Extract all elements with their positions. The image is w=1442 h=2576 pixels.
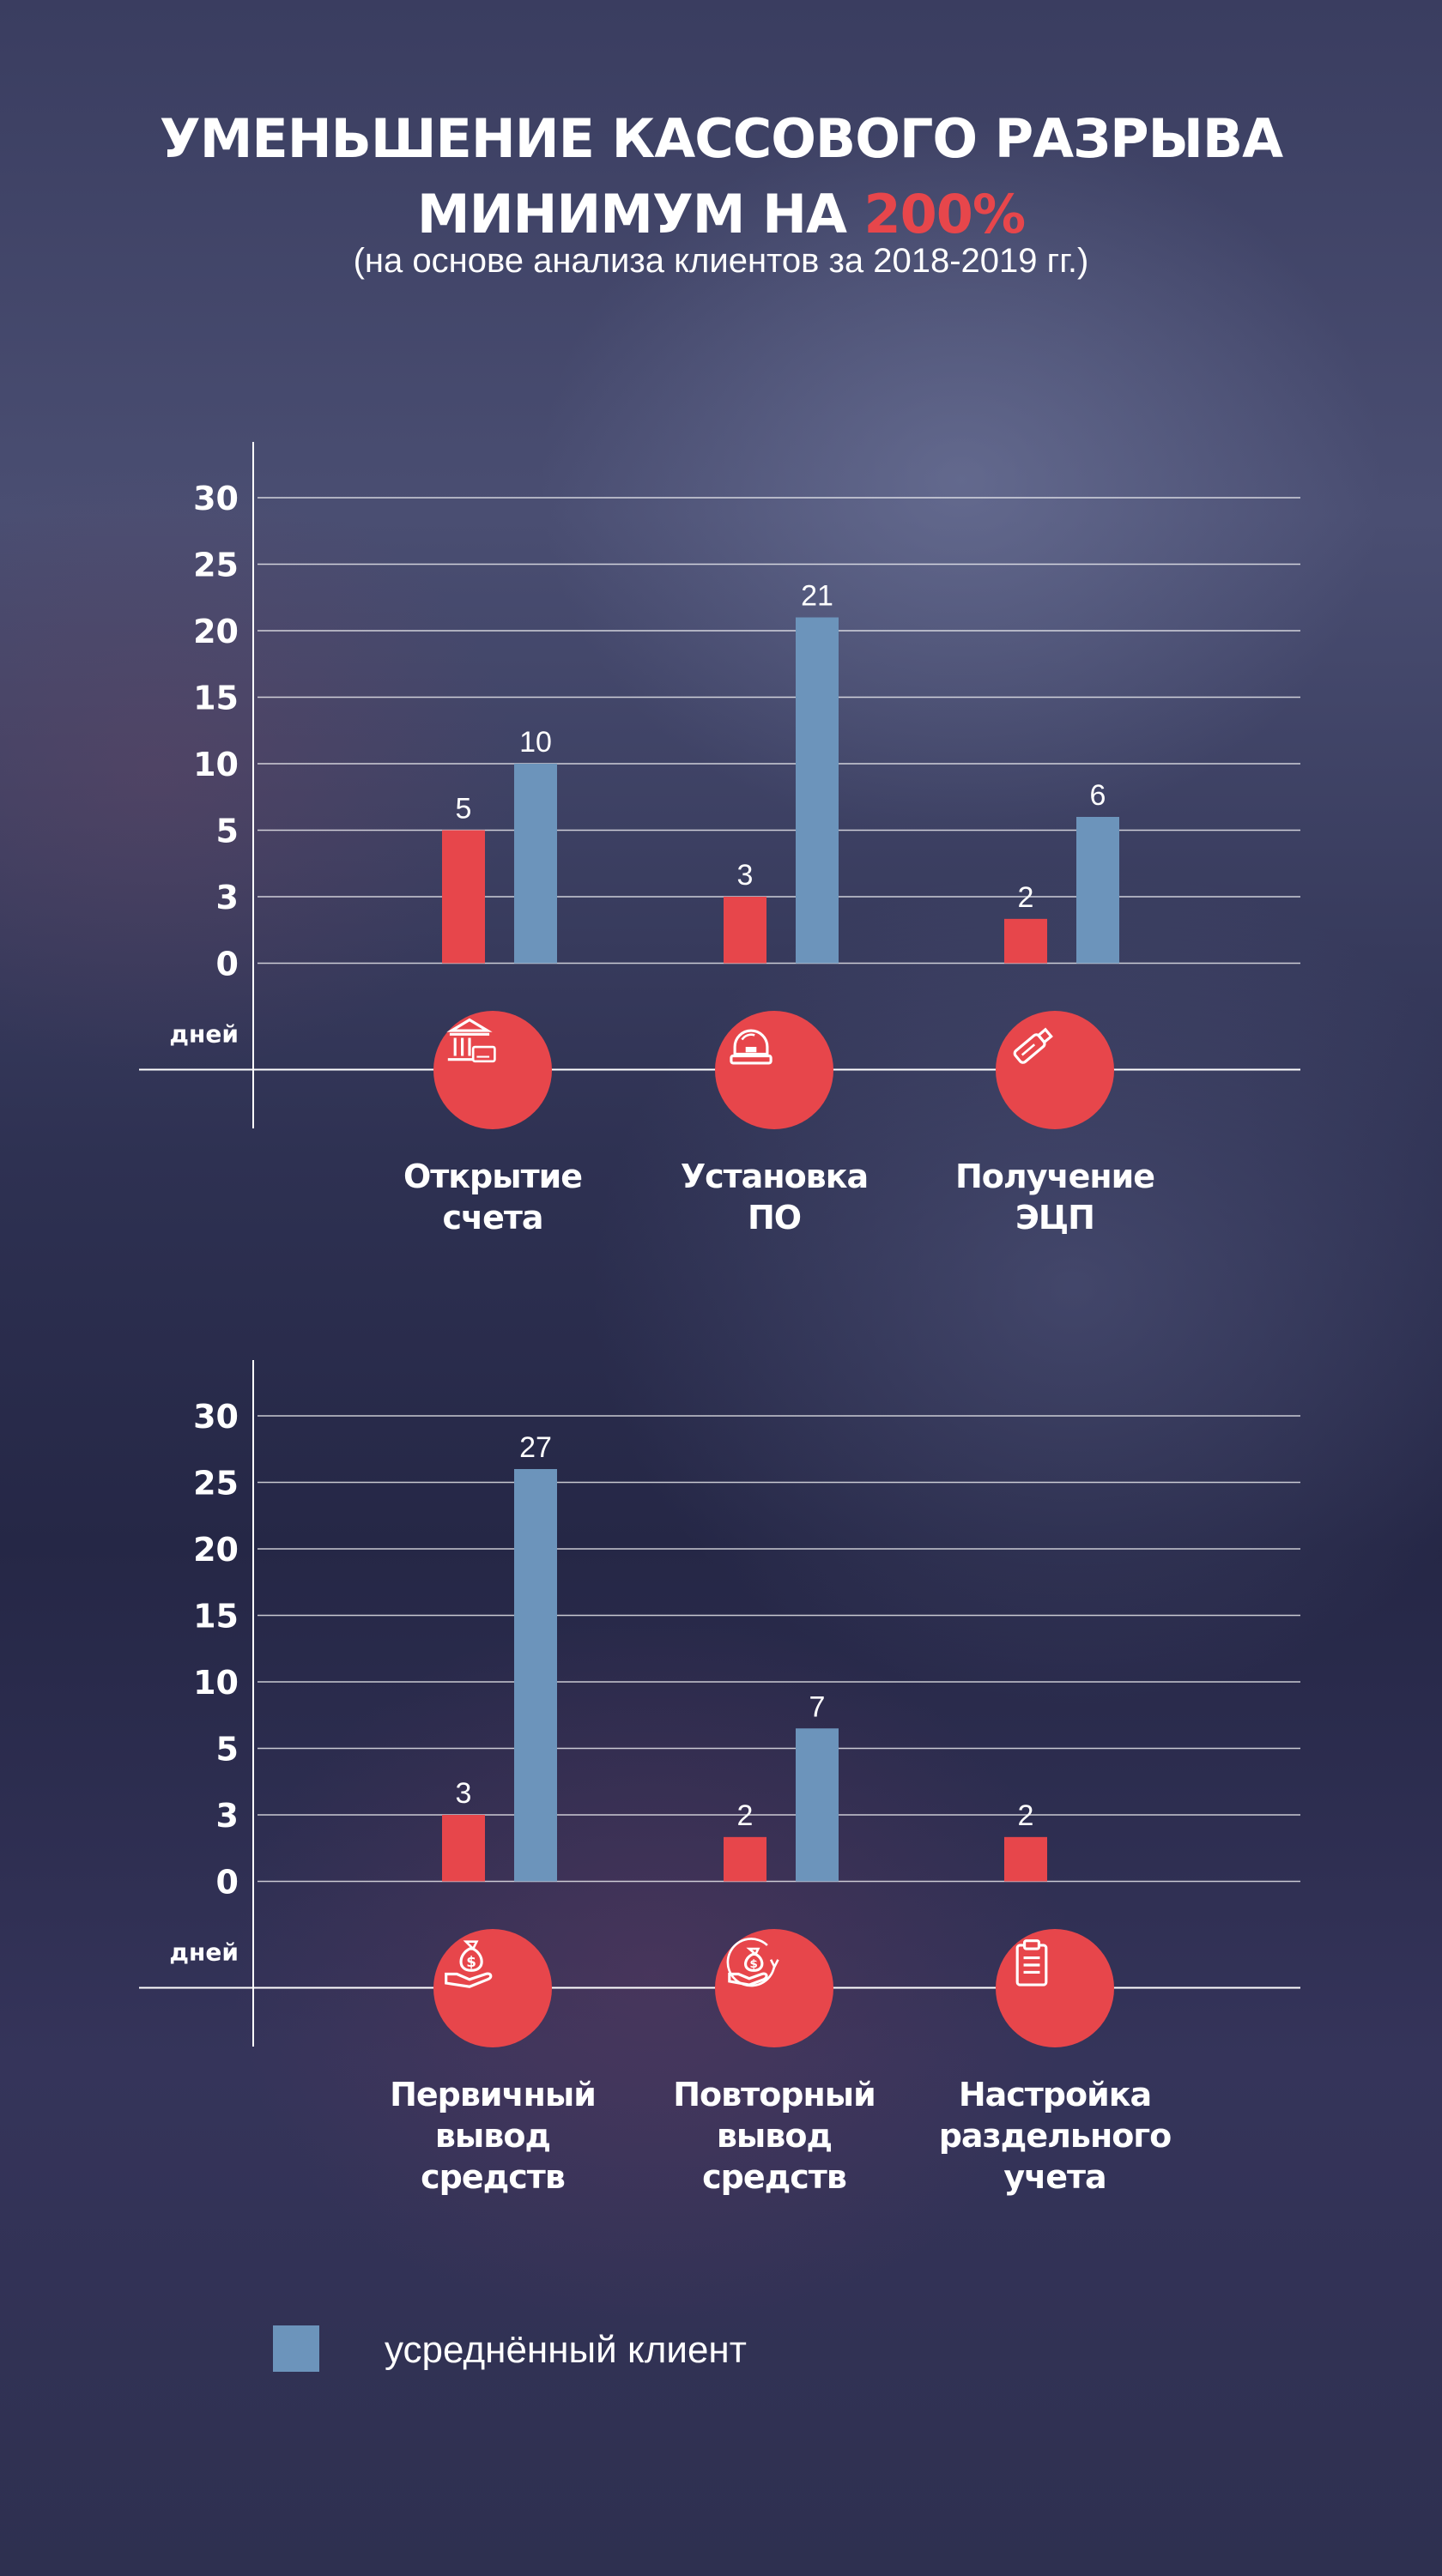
clipboard-icon	[996, 1928, 1114, 2047]
category-label-line: Повторный	[673, 2075, 876, 2113]
y-tick-label: 0	[216, 946, 239, 983]
category-label-line: счета	[442, 1198, 543, 1237]
y-tick-label: 20	[193, 1531, 239, 1569]
data-label: 3	[456, 1777, 472, 1810]
category-label-line: Первичный	[390, 2075, 597, 2113]
y-unit-label: дней	[169, 1020, 239, 1049]
data-label: 10	[519, 726, 552, 759]
bank-icon	[433, 1010, 552, 1129]
svg-text:$: $	[466, 1953, 476, 1970]
title-line-2: МИНИМУМ НА 200%	[0, 177, 1442, 252]
bar-red	[1004, 1836, 1047, 1882]
bar-blue	[796, 617, 839, 964]
title-accent-percent: 200%	[863, 183, 1027, 245]
y-tick-label: 10	[193, 746, 239, 783]
money-bag-hand-icon: $	[433, 1928, 552, 2047]
y-tick-label: 10	[193, 1664, 239, 1702]
bar-red	[724, 897, 766, 964]
y-tick-label: 25	[193, 1465, 239, 1503]
category-label-line: раздельного	[938, 2116, 1172, 2155]
y-tick-label: 15	[193, 1598, 239, 1636]
category-label-line: Установка	[680, 1157, 869, 1195]
bar-blue	[796, 1728, 839, 1882]
title-line-1: УМЕНЬШЕНИЕ КАССОВОГО РАЗРЫВА	[159, 107, 1283, 170]
category-label-line: учета	[1003, 2157, 1106, 2196]
data-label: 2	[1018, 881, 1034, 914]
page-subtitle: (на основе анализа клиентов за 2018-2019…	[353, 242, 1089, 280]
bar-red	[724, 1836, 766, 1882]
alarm-icon	[715, 1010, 833, 1129]
category-label: Получение ЭЦП	[926, 1156, 1184, 1238]
bar-red	[1004, 918, 1047, 964]
legend-swatch-blue	[273, 2325, 319, 2372]
bar-blue	[1076, 817, 1119, 964]
data-label: 5	[456, 793, 472, 825]
category-label-line: вывод	[716, 2116, 833, 2155]
category-label-line: средств	[421, 2157, 566, 2196]
usb-token-icon	[996, 1010, 1114, 1129]
y-tick-label: 30	[193, 1398, 239, 1436]
data-label: 2	[737, 1799, 754, 1832]
category-label-line: средств	[702, 2157, 847, 2196]
category-label-line: вывод	[434, 2116, 551, 2155]
category-label-line: Получение	[954, 1157, 1155, 1195]
page-title: УМЕНЬШЕНИЕ КАССОВОГО РАЗРЫВА МИНИМУМ НА …	[0, 101, 1442, 252]
y-tick-label: 15	[193, 680, 239, 717]
bar-red	[442, 830, 485, 964]
y-tick-label: 3	[216, 1797, 239, 1835]
category-label-line: ЭЦП	[1015, 1198, 1095, 1237]
title-line-2-prefix: МИНИМУМ НА	[416, 183, 864, 245]
y-tick-label: 5	[216, 813, 239, 850]
svg-text:$: $	[749, 1957, 758, 1971]
y-tick-label: 25	[193, 547, 239, 584]
bar-blue	[514, 764, 557, 964]
bar-blue	[514, 1469, 557, 1882]
data-label: 3	[737, 859, 754, 892]
category-label-line: Настройка	[958, 2075, 1152, 2113]
y-tick-label: 20	[193, 613, 239, 650]
bar-red	[442, 1815, 485, 1882]
data-label: 6	[1090, 779, 1106, 812]
data-label: 21	[801, 580, 833, 613]
y-unit-label: дней	[169, 1938, 239, 1967]
y-tick-label: 0	[216, 1864, 239, 1902]
category-label: Первичный вывод средств	[364, 2074, 621, 2198]
category-label: Установка ПО	[645, 1156, 903, 1238]
data-label: 27	[519, 1431, 552, 1464]
legend-label: усреднённый клиент	[385, 2329, 747, 2371]
category-label: Настройка раздельного учета	[926, 2074, 1184, 2198]
category-label-line: Открытие	[403, 1157, 583, 1195]
data-label: 7	[809, 1690, 826, 1723]
y-tick-label: 3	[216, 879, 239, 916]
category-label: Повторный вывод средств	[645, 2074, 903, 2198]
money-bag-repeat-icon: $	[715, 1928, 833, 2047]
chart-top: 30 25 20 15 10 5 3 0 дней 5 10 3 21 2 6 Открытие счета Ус…	[0, 438, 1442, 1237]
y-tick-label: 5	[216, 1731, 239, 1769]
y-tick-label: 30	[193, 480, 239, 517]
category-label: Открытие счета	[364, 1156, 621, 1238]
chart-bottom: 30 25 20 15 10 5 3 0 дней 3 27 2 7 2 $ Первичный вывод ср…	[0, 1356, 1442, 2196]
category-label-line: ПО	[747, 1198, 802, 1237]
data-label: 2	[1018, 1799, 1034, 1832]
